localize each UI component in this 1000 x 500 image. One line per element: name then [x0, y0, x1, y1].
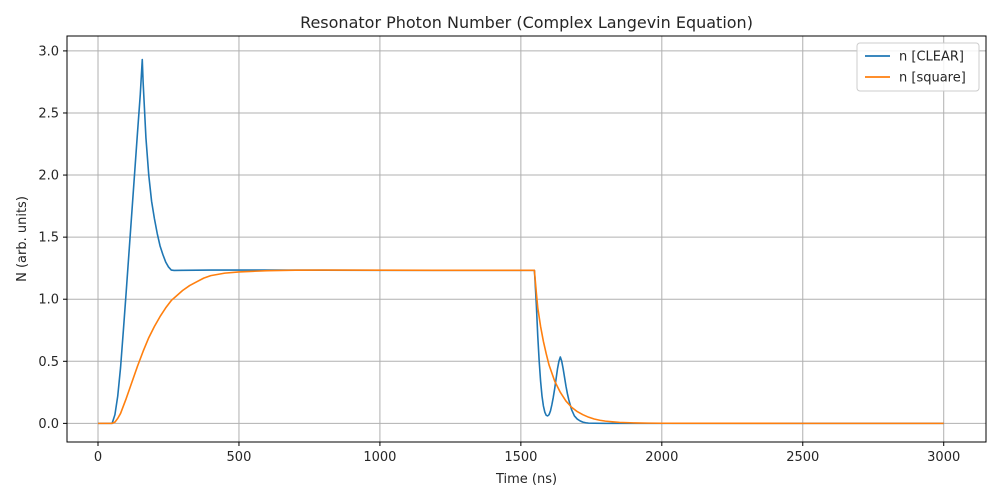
series-layer [98, 58, 944, 425]
y-axis-label: N (arb. units) [15, 196, 30, 282]
series-line-1 [98, 269, 944, 425]
grid [67, 36, 986, 442]
y-tick-label: 0.5 [38, 355, 59, 370]
ticks: 0 500 1000 1500 2000 2500 3000 0.0 0.5 1.0 1.5 2.0 2… [38, 44, 960, 465]
y-tick-label: 3.0 [38, 44, 59, 59]
legend-label-0: n [CLEAR] [899, 50, 964, 65]
x-tick-label: 2000 [645, 450, 678, 465]
y-tick-label: 1.0 [38, 293, 59, 308]
plot-frame [66, 35, 987, 443]
x-tick-label: 2500 [786, 450, 819, 465]
x-tick-label: 500 [227, 450, 252, 465]
x-tick-label: 0 [94, 450, 102, 465]
series-line-0 [98, 58, 944, 425]
legend-box [856, 42, 980, 92]
x-axis-label: Time (ns) [495, 472, 557, 487]
legend-label-1: n [square] [899, 71, 966, 86]
y-tick-label: 2.5 [38, 106, 59, 121]
legend: n [CLEAR] n [square] [856, 42, 980, 92]
y-tick-label: 1.5 [38, 231, 59, 246]
y-tick-label: 0.0 [38, 417, 59, 432]
x-tick-label: 1500 [504, 450, 537, 465]
x-tick-label: 3000 [927, 450, 960, 465]
x-tick-label: 1000 [363, 450, 396, 465]
chart-title: Resonator Photon Number (Complex Langevi… [300, 13, 753, 32]
y-tick-label: 2.0 [38, 169, 59, 184]
